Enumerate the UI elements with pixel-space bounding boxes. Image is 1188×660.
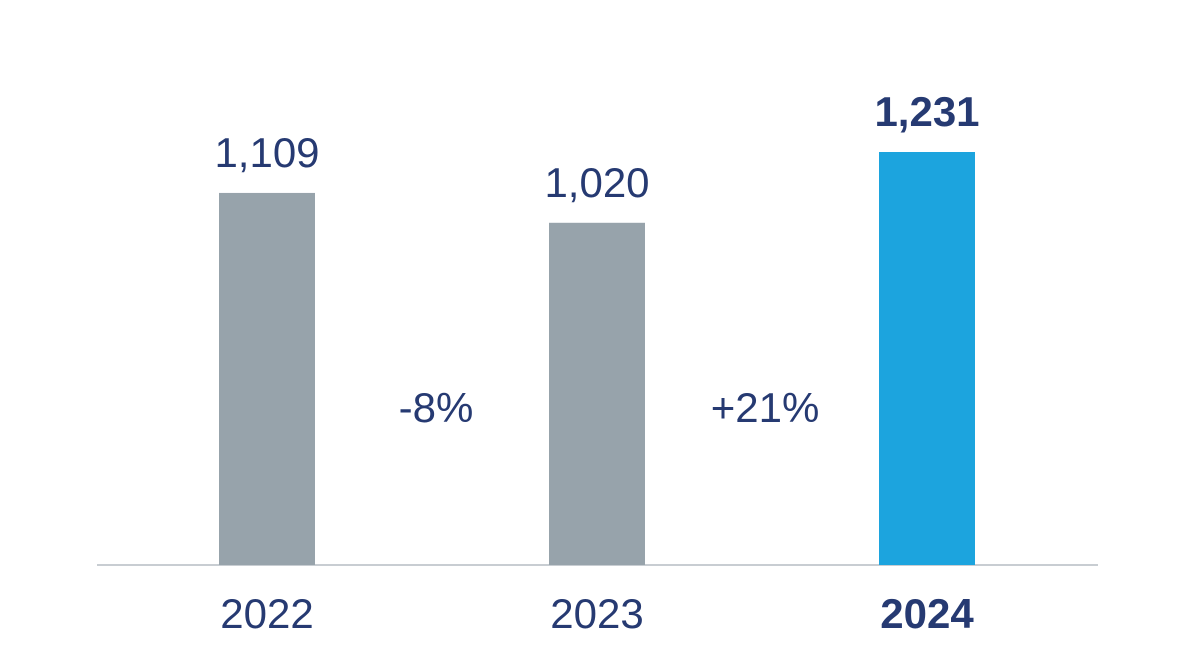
value-label-2022: 1,109 — [214, 129, 319, 176]
change-label-2022-2023: -8% — [399, 384, 474, 431]
category-label-2023: 2023 — [550, 590, 643, 637]
value-label-2023: 1,020 — [544, 159, 649, 206]
bars — [219, 152, 975, 566]
value-labels: 1,109 1,020 1,231 — [214, 88, 979, 206]
category-label-2024: 2024 — [880, 590, 974, 637]
bar-2022 — [219, 192, 315, 565]
value-label-2024: 1,231 — [874, 88, 979, 135]
category-labels: 2022 2023 2024 — [220, 590, 974, 637]
change-label-2023-2024: +21% — [711, 384, 820, 431]
bar-2023 — [549, 222, 645, 566]
category-label-2022: 2022 — [220, 590, 313, 637]
bar-2024 — [879, 152, 975, 565]
